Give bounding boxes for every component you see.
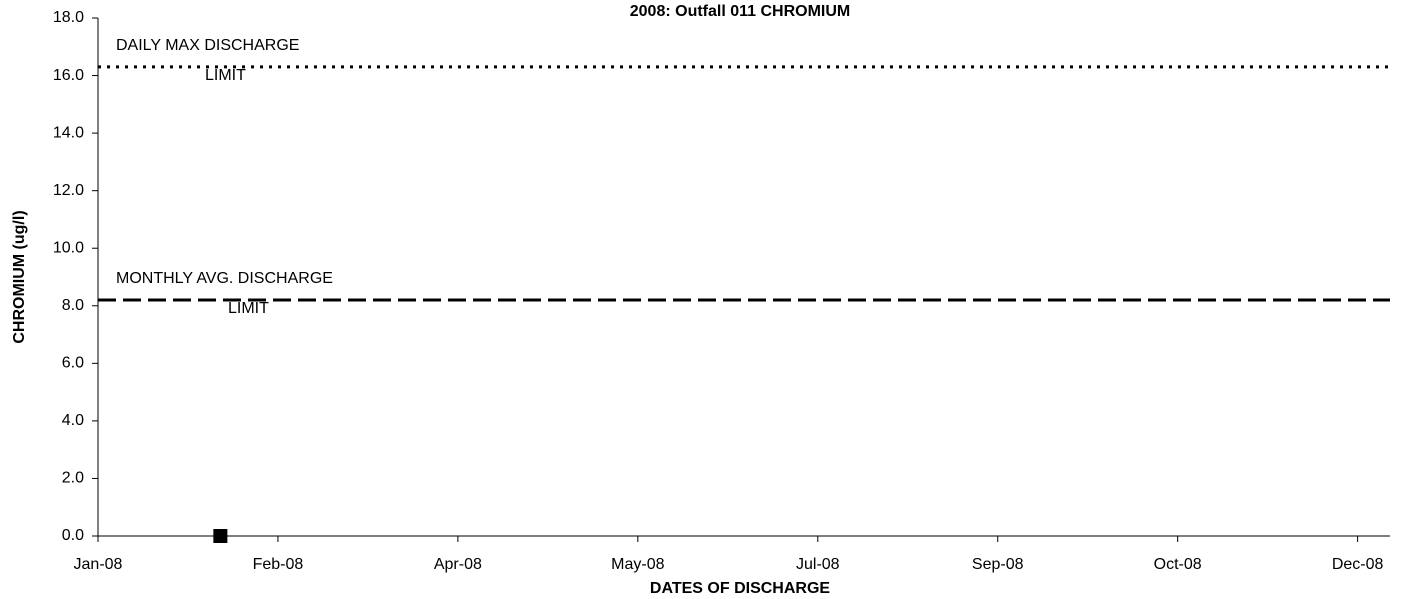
x-tick-label: Jan-08 bbox=[74, 556, 123, 573]
y-tick-label: 14.0 bbox=[53, 124, 84, 141]
x-tick-label: Oct-08 bbox=[1154, 556, 1202, 573]
y-tick-label: 12.0 bbox=[53, 182, 84, 199]
y-tick-label: 16.0 bbox=[53, 67, 84, 84]
reference-label: MONTHLY AVG. DISCHARGE bbox=[116, 270, 333, 287]
x-tick-label: Dec-08 bbox=[1332, 556, 1384, 573]
y-tick-label: 18.0 bbox=[53, 9, 84, 26]
reference-label: DAILY MAX DISCHARGE bbox=[116, 37, 299, 54]
y-tick-label: 0.0 bbox=[62, 527, 84, 544]
x-axis-label: DATES OF DISCHARGE bbox=[650, 580, 830, 597]
x-tick-label: May-08 bbox=[611, 556, 664, 573]
x-tick-label: Apr-08 bbox=[434, 556, 482, 573]
data-point bbox=[213, 529, 228, 543]
y-tick-label: 2.0 bbox=[62, 470, 84, 487]
x-tick-label: Sep-08 bbox=[972, 556, 1024, 573]
y-tick-label: 10.0 bbox=[53, 239, 84, 256]
x-tick-label: Feb-08 bbox=[253, 556, 304, 573]
y-tick-label: 6.0 bbox=[62, 355, 84, 372]
reference-label: LIMIT bbox=[205, 67, 246, 84]
reference-label: LIMIT bbox=[228, 300, 269, 317]
y-axis-label: CHROMIUM (ug/l) bbox=[11, 210, 28, 343]
y-tick-label: 4.0 bbox=[62, 412, 84, 429]
x-tick-label: Jul-08 bbox=[796, 556, 840, 573]
chart-title: 2008: Outfall 011 CHROMIUM bbox=[630, 3, 851, 20]
y-tick-label: 8.0 bbox=[62, 297, 84, 314]
